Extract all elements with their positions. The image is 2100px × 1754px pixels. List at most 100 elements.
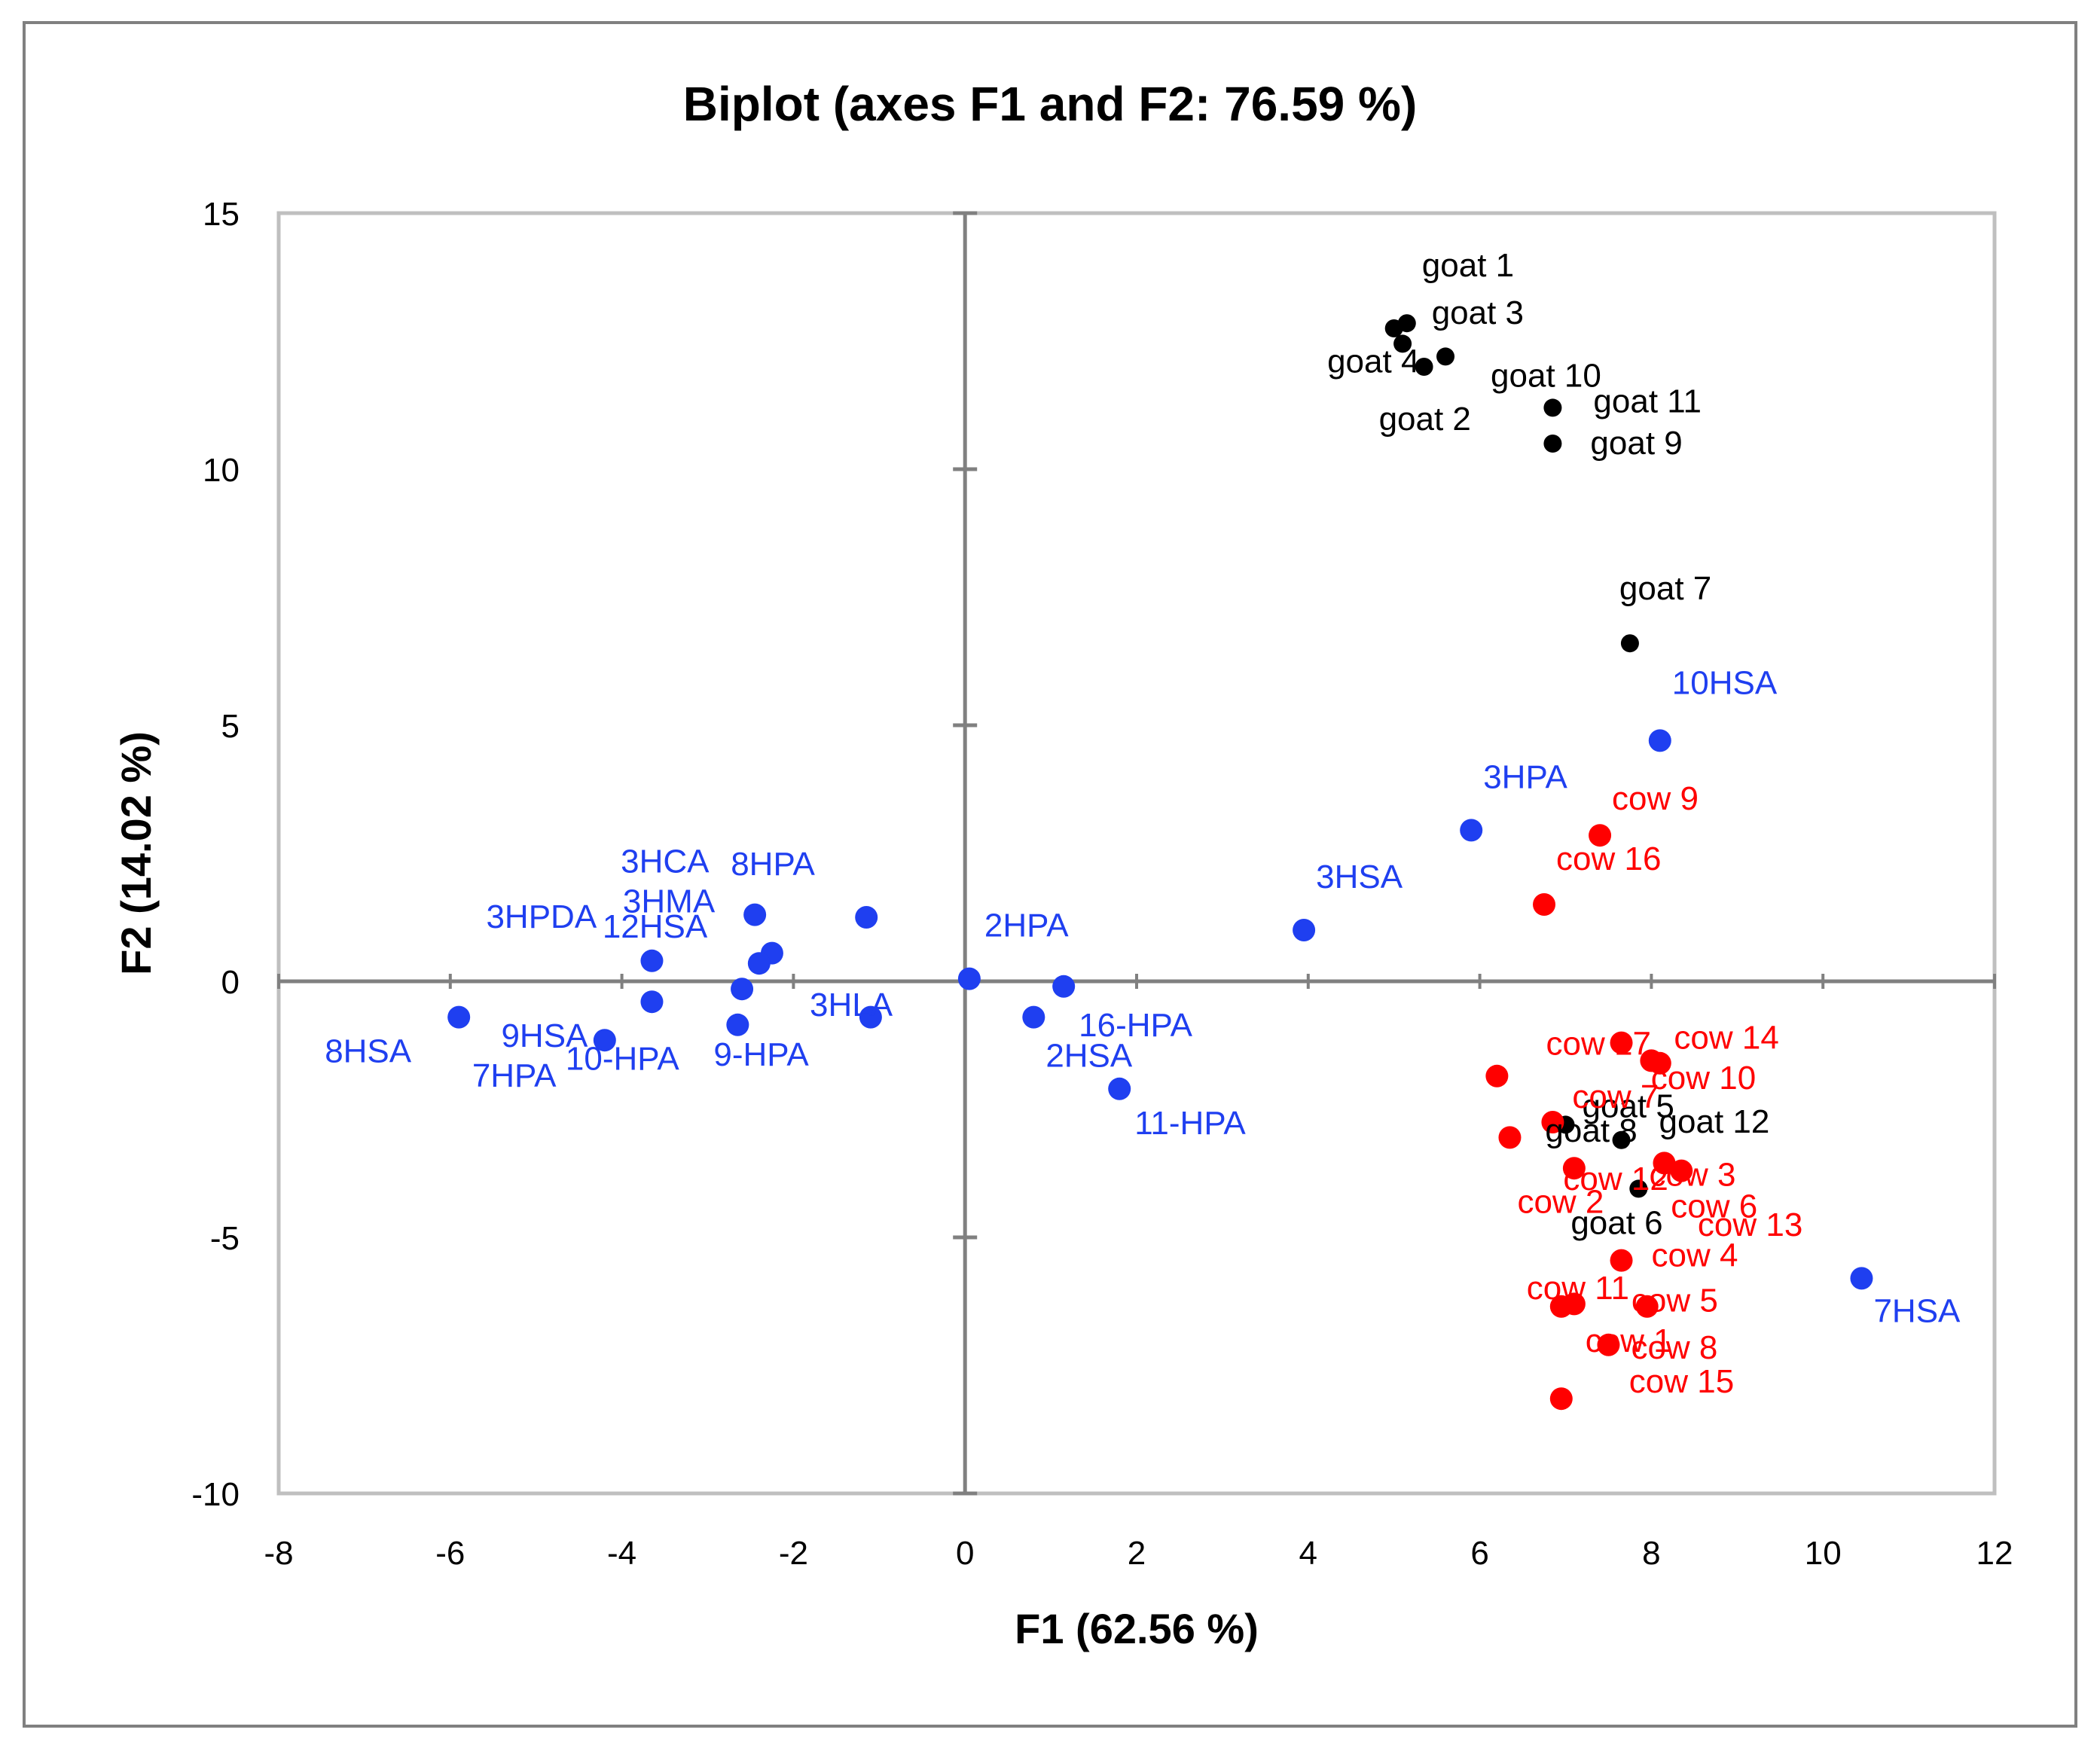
point-label: 3HCA — [621, 843, 710, 880]
point-label: goat 12 — [1659, 1103, 1770, 1140]
y-tick-label: 0 — [221, 964, 240, 1001]
x-tick-label: -6 — [435, 1535, 465, 1572]
point-label: 9HSA — [501, 1017, 588, 1054]
point-label: cow 12 — [1563, 1161, 1668, 1197]
x-tick-label: 10 — [1805, 1535, 1842, 1572]
data-point — [1052, 975, 1076, 998]
point-label: cow 13 — [1698, 1206, 1802, 1243]
point-label: 2HSA — [1045, 1038, 1133, 1075]
data-point — [1648, 729, 1671, 752]
point-label: 10-HPA — [566, 1041, 679, 1078]
x-tick-label: 12 — [1976, 1535, 2013, 1572]
points-layer — [447, 314, 1873, 1411]
point-label: cow 10 — [1651, 1060, 1756, 1097]
point-label: 3HPA — [1483, 758, 1567, 795]
data-point — [1562, 1292, 1586, 1316]
data-point — [747, 952, 771, 975]
x-tick-label: -4 — [607, 1535, 636, 1572]
y-tick-label: 15 — [203, 196, 240, 233]
point-label: 2HPA — [984, 908, 1069, 944]
point-label: 3HMA — [623, 883, 716, 920]
data-point — [1393, 334, 1412, 353]
point-label: cow 15 — [1629, 1363, 1734, 1400]
point-label: cow 11 — [1527, 1270, 1629, 1307]
data-point — [1436, 347, 1455, 366]
data-point — [593, 1029, 616, 1052]
data-point — [1589, 824, 1612, 847]
y-tick-label: -10 — [191, 1476, 240, 1513]
data-point — [1498, 1126, 1522, 1149]
point-label: cow 1 — [1586, 1322, 1672, 1359]
data-point — [1653, 1152, 1676, 1175]
data-point — [1541, 1111, 1564, 1133]
x-tick-label: 0 — [956, 1535, 974, 1572]
point-label: 10HSA — [1672, 664, 1778, 701]
point-label: goat 9 — [1590, 425, 1682, 462]
data-point — [1670, 1159, 1693, 1182]
point-label: goat 6 — [1570, 1204, 1662, 1241]
data-point — [1610, 1249, 1633, 1272]
point-label: goat 1 — [1422, 247, 1514, 284]
plot-frame — [276, 211, 1997, 1496]
point-label: 9-HPA — [713, 1036, 809, 1073]
data-point — [640, 990, 664, 1014]
x-tick-label: -2 — [779, 1535, 808, 1572]
chart-title: Biplot (axes F1 and F2: 76.59 %) — [683, 77, 1418, 131]
point-label: goat 3 — [1432, 294, 1524, 331]
x-tick-label: 4 — [1299, 1535, 1317, 1572]
data-point — [726, 1013, 749, 1036]
x-tick-label: 6 — [1470, 1535, 1488, 1572]
data-point — [640, 949, 664, 972]
point-label: cow 6 — [1671, 1188, 1757, 1225]
point-label: cow 2 — [1517, 1183, 1604, 1220]
point-label: goat 5 — [1583, 1087, 1674, 1124]
point-label: cow 9 — [1612, 780, 1699, 817]
data-point — [1562, 1157, 1586, 1180]
data-point — [1612, 1130, 1631, 1149]
point-label: goat 4 — [1327, 343, 1419, 380]
point-label: cow 17 — [1546, 1026, 1651, 1063]
data-point — [1549, 1387, 1573, 1411]
point-label: 8HSA — [325, 1033, 412, 1070]
y-tick-label: 5 — [221, 708, 240, 745]
x-tick-label: 2 — [1128, 1535, 1146, 1572]
point-label: 3HPDA — [486, 898, 597, 935]
point-label: cow 4 — [1652, 1237, 1738, 1274]
x-tick-label: 8 — [1642, 1535, 1660, 1572]
data-point — [1620, 634, 1639, 653]
point-label: cow 5 — [1631, 1282, 1718, 1319]
outer-border — [23, 21, 2077, 1728]
data-point — [743, 903, 767, 926]
data-point — [1597, 1333, 1620, 1356]
point-label: cow 16 — [1556, 840, 1661, 877]
data-point — [1648, 1051, 1671, 1075]
y-tick-label: 10 — [203, 452, 240, 489]
data-point — [859, 1005, 882, 1029]
point-label: goat 2 — [1379, 401, 1471, 438]
x-axis-title: F1 (62.56 %) — [1015, 1605, 1259, 1652]
data-point — [731, 978, 754, 1001]
data-point — [855, 906, 878, 929]
data-point — [1108, 1077, 1131, 1100]
point-label: goat 7 — [1619, 570, 1711, 607]
point-label: cow 14 — [1674, 1019, 1778, 1056]
data-point — [447, 1005, 471, 1029]
data-point — [957, 967, 981, 990]
data-point — [1610, 1031, 1633, 1054]
point-label: cow 8 — [1631, 1329, 1717, 1366]
data-point — [1543, 398, 1562, 417]
data-point — [1543, 435, 1562, 453]
point-label: 7HSA — [1873, 1292, 1961, 1329]
point-label: cow 3 — [1649, 1156, 1735, 1193]
data-point — [1384, 319, 1403, 337]
y-tick-label: -5 — [210, 1220, 240, 1257]
point-label: cow 7 — [1572, 1078, 1659, 1115]
point-label: 3HSA — [1316, 859, 1403, 895]
point-label: goat 8 — [1545, 1112, 1637, 1149]
data-point — [1533, 893, 1556, 916]
data-point — [1293, 919, 1316, 941]
data-point — [1850, 1267, 1873, 1290]
y-axis-title: F2 (14.02 %) — [112, 731, 160, 975]
